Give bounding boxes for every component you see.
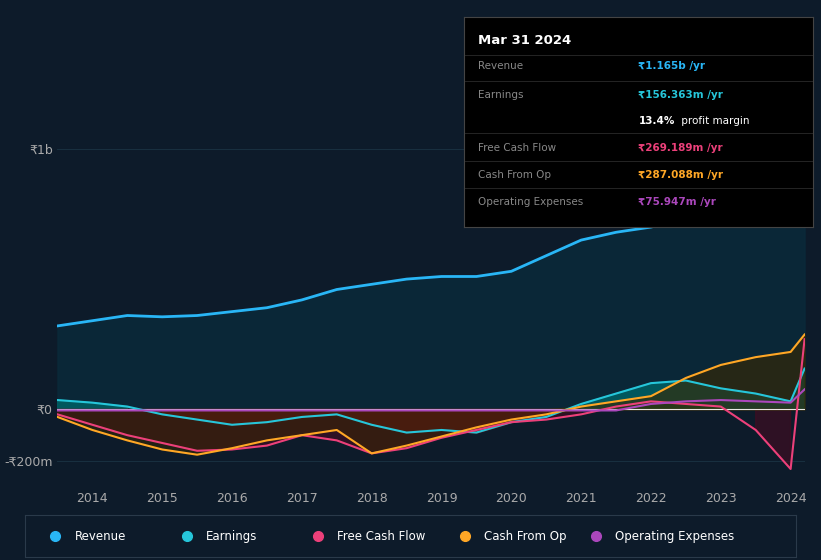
Text: ₹75.947m /yr: ₹75.947m /yr: [639, 198, 716, 207]
Text: profit margin: profit margin: [678, 115, 750, 125]
Text: 13.4%: 13.4%: [639, 115, 675, 125]
Text: Earnings: Earnings: [478, 90, 523, 100]
Text: Free Cash Flow: Free Cash Flow: [478, 143, 556, 153]
Text: ₹287.088m /yr: ₹287.088m /yr: [639, 170, 723, 180]
Text: Free Cash Flow: Free Cash Flow: [337, 530, 425, 543]
Text: ₹1.165b /yr: ₹1.165b /yr: [639, 61, 705, 71]
Text: Cash From Op: Cash From Op: [484, 530, 566, 543]
Text: Cash From Op: Cash From Op: [478, 170, 551, 180]
Text: Mar 31 2024: Mar 31 2024: [478, 34, 571, 46]
Text: Earnings: Earnings: [206, 530, 257, 543]
Text: Operating Expenses: Operating Expenses: [615, 530, 734, 543]
Text: Revenue: Revenue: [75, 530, 126, 543]
Text: ₹269.189m /yr: ₹269.189m /yr: [639, 143, 723, 153]
Text: Operating Expenses: Operating Expenses: [478, 198, 583, 207]
Text: Revenue: Revenue: [478, 61, 523, 71]
Text: ₹156.363m /yr: ₹156.363m /yr: [639, 90, 723, 100]
